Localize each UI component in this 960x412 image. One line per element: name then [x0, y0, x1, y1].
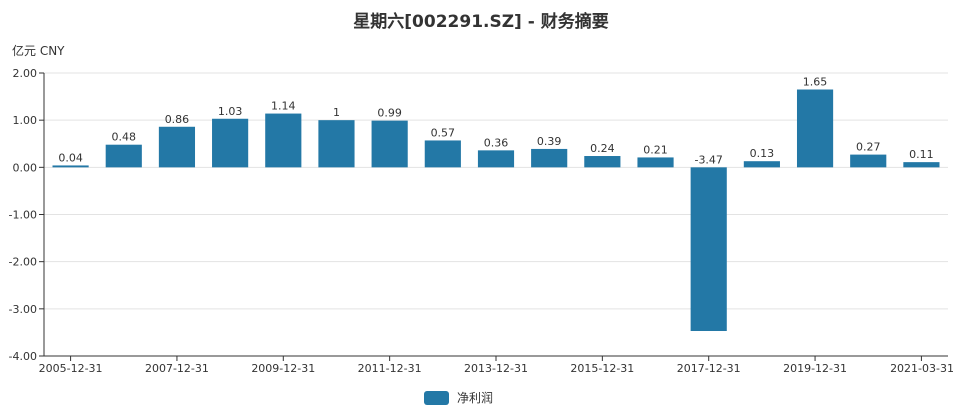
data-label: 0.39 — [537, 135, 562, 148]
bar[interactable] — [637, 157, 674, 168]
data-label: 0.21 — [643, 143, 668, 156]
y-tick-label: -1.00 — [9, 209, 37, 222]
bar[interactable] — [212, 118, 249, 168]
data-label: 0.99 — [377, 107, 402, 120]
data-label: 0.11 — [909, 148, 934, 161]
y-tick-label: 2.00 — [13, 67, 38, 80]
legend-swatch[interactable] — [424, 391, 449, 405]
legend[interactable]: 净利润 — [424, 391, 493, 405]
bar[interactable] — [903, 162, 940, 168]
bar[interactable] — [424, 140, 461, 168]
bar[interactable] — [531, 148, 568, 168]
bar[interactable] — [584, 156, 621, 168]
bar[interactable] — [690, 167, 727, 332]
bar[interactable] — [371, 120, 408, 168]
data-label: 0.36 — [484, 136, 509, 149]
bar[interactable] — [477, 150, 515, 168]
x-tick-label: 2007-12-31 — [145, 362, 209, 375]
data-label: 0.86 — [165, 113, 190, 126]
x-tick-label: 2009-12-31 — [251, 362, 315, 375]
data-label: 0.13 — [750, 147, 775, 160]
x-tick-label: 2017-12-31 — [677, 362, 741, 375]
bar[interactable] — [743, 161, 780, 168]
data-label: 1.14 — [271, 100, 296, 113]
data-labels: 0.04 0.48 0.86 1.03 1.14 1 0.99 0.57 0.36 0.39 0.2… — [58, 76, 933, 167]
data-label: 0.04 — [58, 151, 83, 164]
x-tick-label: 2019-12-31 — [783, 362, 847, 375]
x-tick-label: 2013-12-31 — [464, 362, 528, 375]
data-label: 0.57 — [431, 126, 456, 139]
data-label: 1.03 — [218, 105, 243, 118]
data-label: -3.47 — [694, 153, 722, 166]
bar[interactable] — [796, 89, 834, 168]
y-tick-label: -3.00 — [9, 303, 37, 316]
data-label: 0.27 — [856, 141, 881, 154]
y-axis-unit-label: 亿元 CNY — [12, 43, 65, 58]
y-tick-label: 0.00 — [13, 161, 38, 174]
legend-label[interactable]: 净利润 — [457, 391, 493, 405]
bars — [52, 89, 940, 332]
chart-title: 星期六[002291.SZ] - 财务摘要 — [353, 11, 608, 32]
y-tick-label: -4.00 — [9, 350, 37, 363]
bar[interactable] — [318, 120, 355, 168]
axes: 2.00 1.00 0.00 -1.00 -2.00 -3.00 -4.002005-12-… — [9, 67, 954, 375]
data-label: 0.24 — [590, 142, 615, 155]
y-tick-label: 1.00 — [13, 114, 38, 127]
data-label: 1 — [333, 106, 340, 119]
bar[interactable] — [52, 165, 89, 168]
data-label: 1.65 — [803, 76, 828, 89]
x-tick-label: 2011-12-31 — [358, 362, 422, 375]
x-tick-label: 2005-12-31 — [39, 362, 103, 375]
y-tick-label: -2.00 — [9, 256, 37, 269]
x-tick-label: 2015-12-31 — [570, 362, 634, 375]
bar[interactable] — [850, 154, 887, 168]
data-label: 0.48 — [112, 131, 137, 144]
bar[interactable] — [265, 113, 302, 168]
x-tick-label: 2021-03-31 — [890, 362, 954, 375]
bar[interactable] — [158, 126, 196, 168]
bar[interactable] — [105, 144, 142, 168]
